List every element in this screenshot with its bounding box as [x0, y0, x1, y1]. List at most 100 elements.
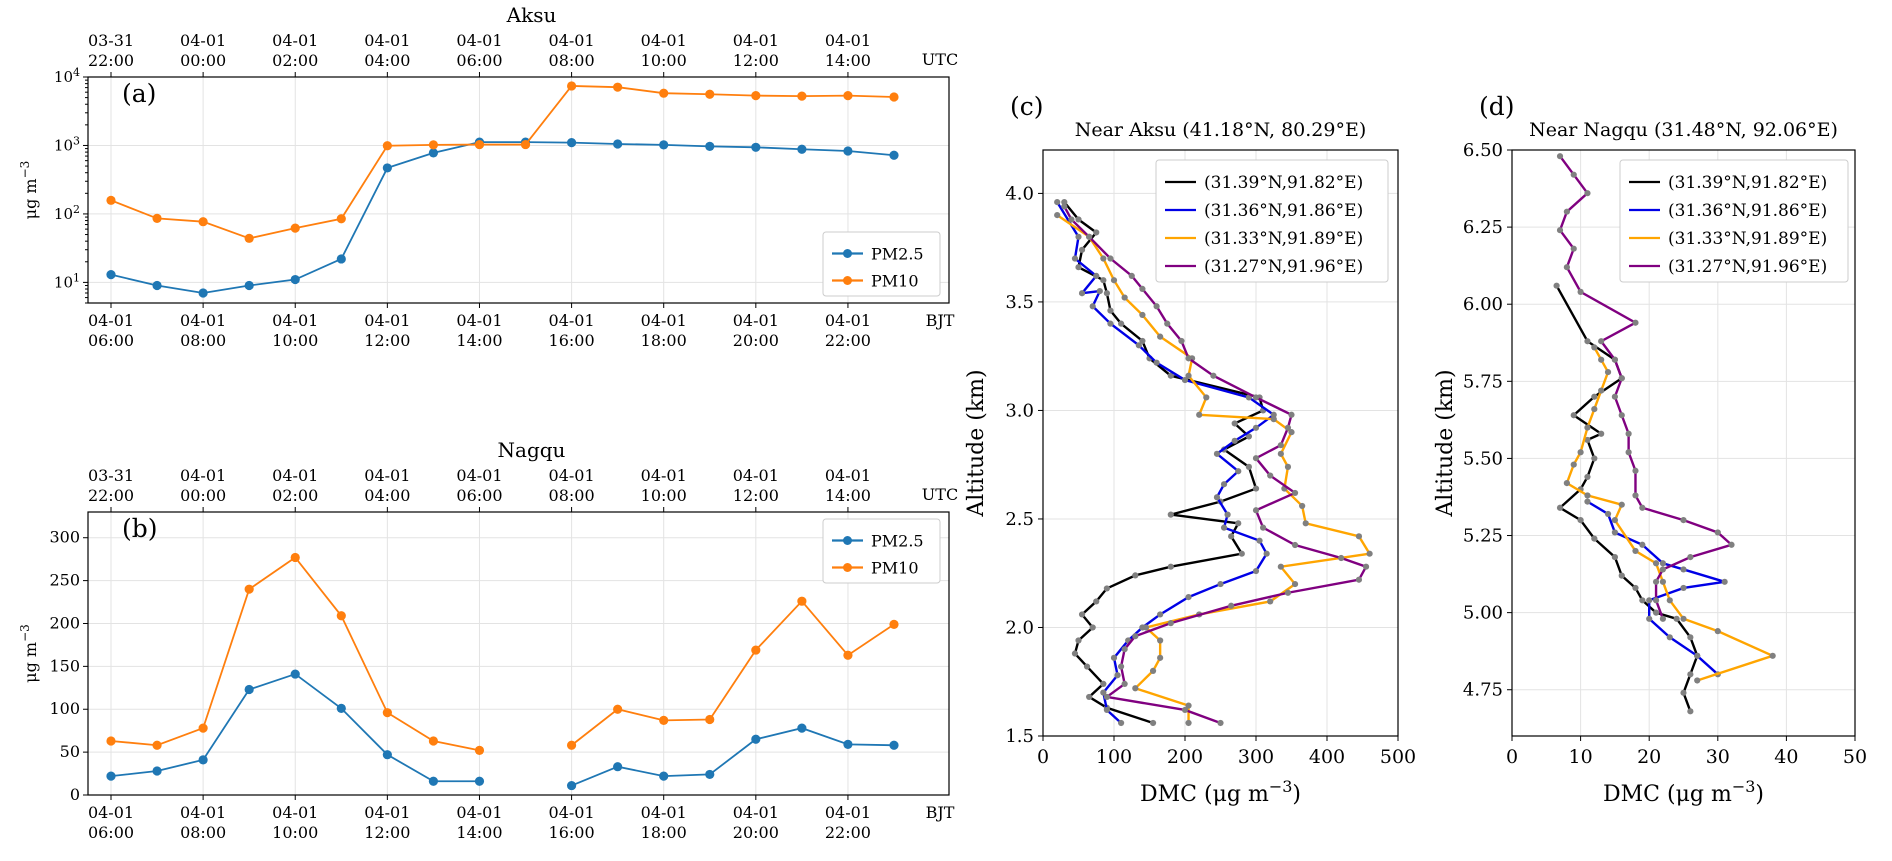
ts-a-frame [87, 76, 950, 304]
pr-c-point-3-3 [1121, 680, 1128, 688]
pr-d-point-3-11 [1625, 449, 1632, 456]
ts-a-xtick-bottom-date-0: 04-01 [88, 311, 134, 330]
pr-c-ytick-label-4: 3.5 [1005, 292, 1034, 313]
pr-c-series-line-3 [1063, 205, 1368, 725]
pr-d-point-2-6 [1652, 560, 1660, 567]
pr-d-legend-label-2: (31.33°N,91.89°E) [1668, 229, 1827, 249]
pr-d-point-2-18 [1598, 356, 1605, 363]
pr-c-point-2-20 [1196, 411, 1203, 418]
pr-d-xtick-label-2: 20 [1637, 746, 1661, 768]
ts-a-bottom-axis-label: BJT [926, 311, 955, 330]
pr-d-series-line-0 [1555, 285, 1699, 712]
pr-d-point-3-21 [1570, 245, 1577, 252]
pr-c-point-1-0 [1118, 719, 1125, 727]
ts-a-ytick-exp: 4 [73, 66, 80, 79]
pr-d-xlabel-main: DMC (μg m [1603, 782, 1732, 807]
pr-c-legend-label-2: (31.33°N,91.89°E) [1204, 229, 1363, 249]
pr-d-ylabel: Altitude (km) [1433, 369, 1458, 517]
ts-a-xtick-bottom-date-6: 04-01 [641, 311, 687, 330]
ts-a-point-0-2 [198, 288, 208, 298]
pr-c-point-1-9 [1217, 580, 1224, 588]
pr-d-point-1-1 [1694, 652, 1701, 659]
ts-a-point-0-6 [382, 163, 392, 173]
pr-c-xtick-label-5: 500 [1380, 746, 1416, 768]
ts-a-ylabel: μg m−3 [18, 161, 40, 220]
ts-b-xtick-top-date-8: 04-01 [825, 466, 871, 485]
pr-d-point-3-24 [1584, 190, 1591, 197]
ts-a-xtick-bottom-time-4: 14:00 [456, 331, 502, 350]
pr-d-title: Near Nagqu (31.48°N, 92.06°E) [1529, 119, 1838, 141]
pr-d-point-3-12 [1625, 430, 1632, 437]
ts-b-point-0-7 [428, 776, 439, 786]
pr-c-point-2-5 [1157, 637, 1164, 644]
pr-d-point-2-0 [1694, 677, 1701, 684]
ts-b-ylabel: μg m−3 [18, 624, 40, 683]
pr-c-point-3-32 [1068, 216, 1075, 223]
pr-c-point-2-9 [1291, 580, 1299, 588]
ts-a-ytick-exp: 1 [73, 271, 80, 284]
ts-b-point-1-14 [751, 645, 761, 655]
pr-c-point-1-21 [1270, 411, 1277, 418]
ts-a-ytick-base: 10 [54, 68, 73, 86]
pr-c-point-1-18 [1213, 450, 1221, 457]
pr-c-point-2-0 [1185, 719, 1192, 727]
pr-d-point-3-6 [1714, 529, 1721, 536]
pr-c-point-1-1 [1103, 706, 1110, 714]
pr-d-point-0-18 [1598, 430, 1605, 437]
pr-d-point-3-16 [1611, 356, 1618, 363]
pr-c-point-0-9 [1093, 598, 1100, 605]
pr-d-point-3-1 [1652, 597, 1660, 604]
ts-a-point-1-7 [428, 140, 439, 150]
pr-d-point-3-25 [1570, 171, 1577, 178]
ts-a-ytick-base: 10 [54, 136, 73, 154]
pr-d-point-1-10 [1611, 529, 1618, 536]
pr-c-series-line-2 [1056, 214, 1372, 723]
pr-c-point-3-13 [1291, 541, 1299, 549]
pr-d-point-3-26 [1556, 153, 1564, 160]
pr-c-point-3-10 [1355, 576, 1363, 583]
ts-a-point-1-8 [474, 139, 485, 150]
ts-a-xtick-top-time-6: 10:00 [641, 51, 687, 70]
ts-a-xtick-top-date-6: 04-01 [641, 31, 687, 50]
ts-a-point-0-17 [889, 150, 899, 160]
pr-c-point-3-0 [1217, 719, 1224, 727]
pr-c-point-1-10 [1252, 567, 1260, 575]
ts-a-ytick-label-2: 103 [54, 134, 80, 155]
pr-c-point-1-13 [1220, 524, 1228, 531]
pr-c-point-2-27 [1110, 277, 1118, 284]
ts-b-top-axis-label: UTC [922, 485, 958, 504]
ts-b-xtick-top-date-3: 04-01 [364, 466, 410, 485]
pr-c-ytick-label-5: 4.0 [1005, 183, 1034, 204]
pr-d-point-0-7 [1639, 597, 1646, 604]
pr-d-point-2-7 [1632, 547, 1639, 555]
pr-c-point-0-16 [1167, 511, 1174, 518]
pr-c-point-2-6 [1142, 624, 1150, 631]
pr-c-point-2-17 [1277, 450, 1284, 457]
pr-c-xtick-label-1: 100 [1096, 746, 1132, 768]
ts-a-xtick-bottom-date-3: 04-01 [364, 311, 410, 330]
ts-b-ylabel-exponent: −3 [18, 624, 32, 642]
ts-b-point-1-11 [613, 704, 623, 714]
pr-c-point-1-30 [1093, 272, 1100, 279]
ts-a-point-1-2 [198, 217, 208, 227]
pr-c-point-0-19 [1245, 463, 1252, 470]
pr-d-point-3-4 [1687, 554, 1694, 561]
ts-b-point-0-11 [613, 762, 623, 772]
ts-a-point-1-5 [336, 214, 346, 224]
pr-c-point-0-35 [1075, 216, 1082, 223]
ts-b-xtick-top-date-6: 04-01 [641, 466, 687, 485]
pr-c-point-0-15 [1235, 520, 1242, 527]
ts-a-ytick-base: 10 [54, 273, 73, 291]
ts-a-xtick-top-time-7: 12:00 [733, 51, 779, 70]
pr-d-point-2-3 [1680, 615, 1687, 622]
ts-b-xtick-top-time-5: 08:00 [549, 486, 595, 505]
pr-c-point-3-27 [1153, 303, 1160, 310]
pr-c-point-3-11 [1362, 563, 1370, 570]
pr-c-point-3-28 [1139, 285, 1146, 293]
ts-b-ytick-label-1: 50 [60, 742, 80, 761]
ts-b-xtick-top-time-7: 12:00 [733, 486, 779, 505]
pr-d-point-2-1 [1769, 652, 1776, 659]
pr-d-point-2-10 [1584, 492, 1591, 499]
pr-d-point-2-19 [1591, 344, 1598, 351]
